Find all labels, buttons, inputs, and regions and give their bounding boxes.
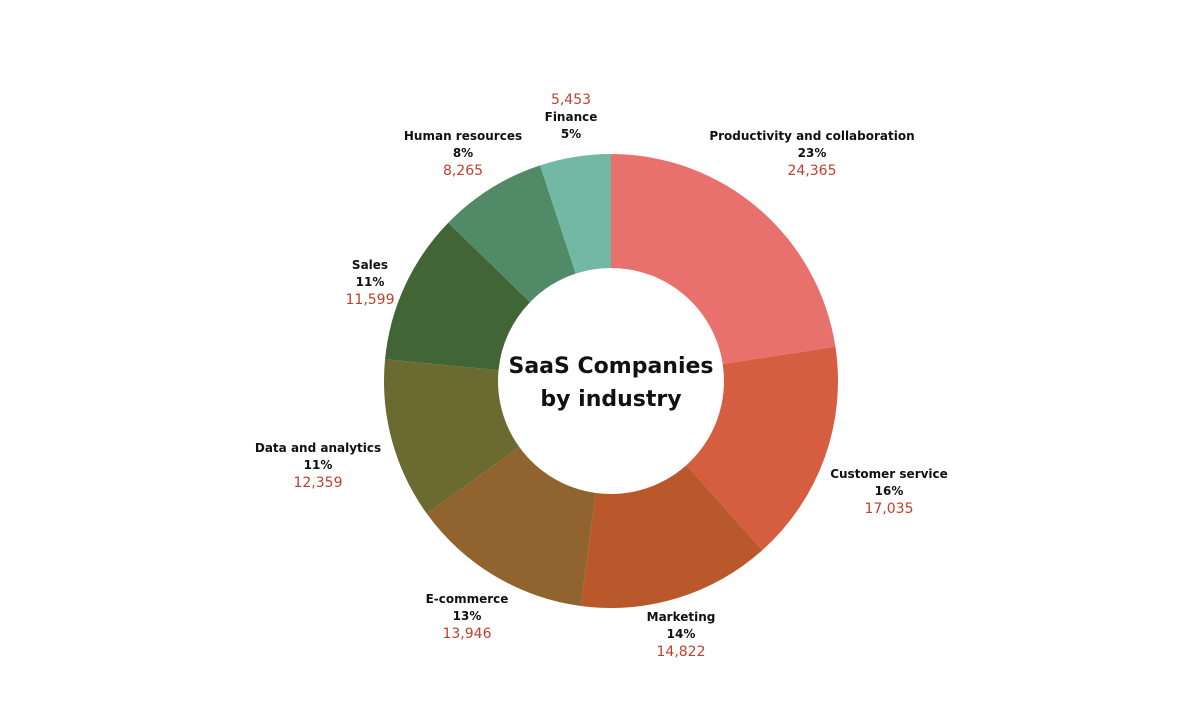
label-marketing-value: 14,822: [656, 644, 706, 660]
label-human-resources: Human resources 8% 8,265: [404, 128, 522, 180]
label-ecommerce-percent: 13%: [452, 609, 482, 623]
donut-slice-customer-service: [686, 346, 838, 551]
label-ecommerce-value: 13,946: [442, 626, 492, 642]
donut-slice-marketing: [580, 465, 763, 608]
label-finance-value: 5,453: [550, 92, 592, 108]
label-customer-service-name: Customer service: [830, 467, 948, 481]
donut-slice-e-commerce: [426, 447, 596, 606]
chart-title-line-2: by industry: [540, 387, 682, 412]
label-productivity-value: 24,365: [787, 163, 837, 179]
label-productivity-name: Productivity and collaboration: [709, 129, 915, 143]
label-marketing-name: Marketing: [646, 610, 716, 624]
donut-slice-data-and-analytics: [384, 359, 520, 514]
label-customer-service-value: 17,035: [864, 501, 914, 517]
label-productivity: Productivity and collaboration 23% 24,36…: [709, 128, 914, 180]
donut-slice-finance: [540, 154, 611, 274]
label-marketing-percent: 14%: [666, 627, 696, 641]
label-finance-name: Finance: [544, 110, 598, 124]
label-customer-service: Customer service 16% 17,035: [830, 466, 948, 518]
label-productivity-percent: 23%: [797, 146, 827, 160]
label-marketing: Marketing 14% 14,822: [647, 609, 716, 661]
label-data-analytics: Data and analytics 11% 12,359: [255, 440, 381, 492]
label-sales: Sales 11% 11,599: [346, 257, 395, 309]
label-human-resources-name: Human resources: [403, 129, 523, 143]
label-sales-name: Sales: [351, 258, 389, 272]
label-ecommerce: E-commerce 13% 13,946: [426, 591, 509, 643]
label-sales-percent: 11%: [355, 275, 385, 289]
label-finance: 5,453 Finance 5%: [545, 91, 598, 143]
donut-slice-sales: [385, 222, 530, 371]
label-ecommerce-name: E-commerce: [425, 592, 509, 606]
label-data-analytics-value: 12,359: [293, 475, 343, 491]
donut-slice-human-resources: [448, 165, 576, 303]
chart-title-line-1: SaaS Companies: [508, 354, 714, 379]
label-human-resources-value: 8,265: [442, 163, 484, 179]
label-human-resources-percent: 8%: [452, 146, 474, 160]
donut-slice-productivity-and-collaboration: [611, 154, 836, 364]
label-finance-percent: 5%: [560, 127, 582, 141]
label-data-analytics-name: Data and analytics: [254, 441, 382, 455]
label-customer-service-percent: 16%: [874, 484, 904, 498]
label-data-analytics-percent: 11%: [303, 458, 333, 472]
chart-title: SaaS Companies by industry: [461, 350, 761, 416]
label-sales-value: 11,599: [345, 292, 395, 308]
